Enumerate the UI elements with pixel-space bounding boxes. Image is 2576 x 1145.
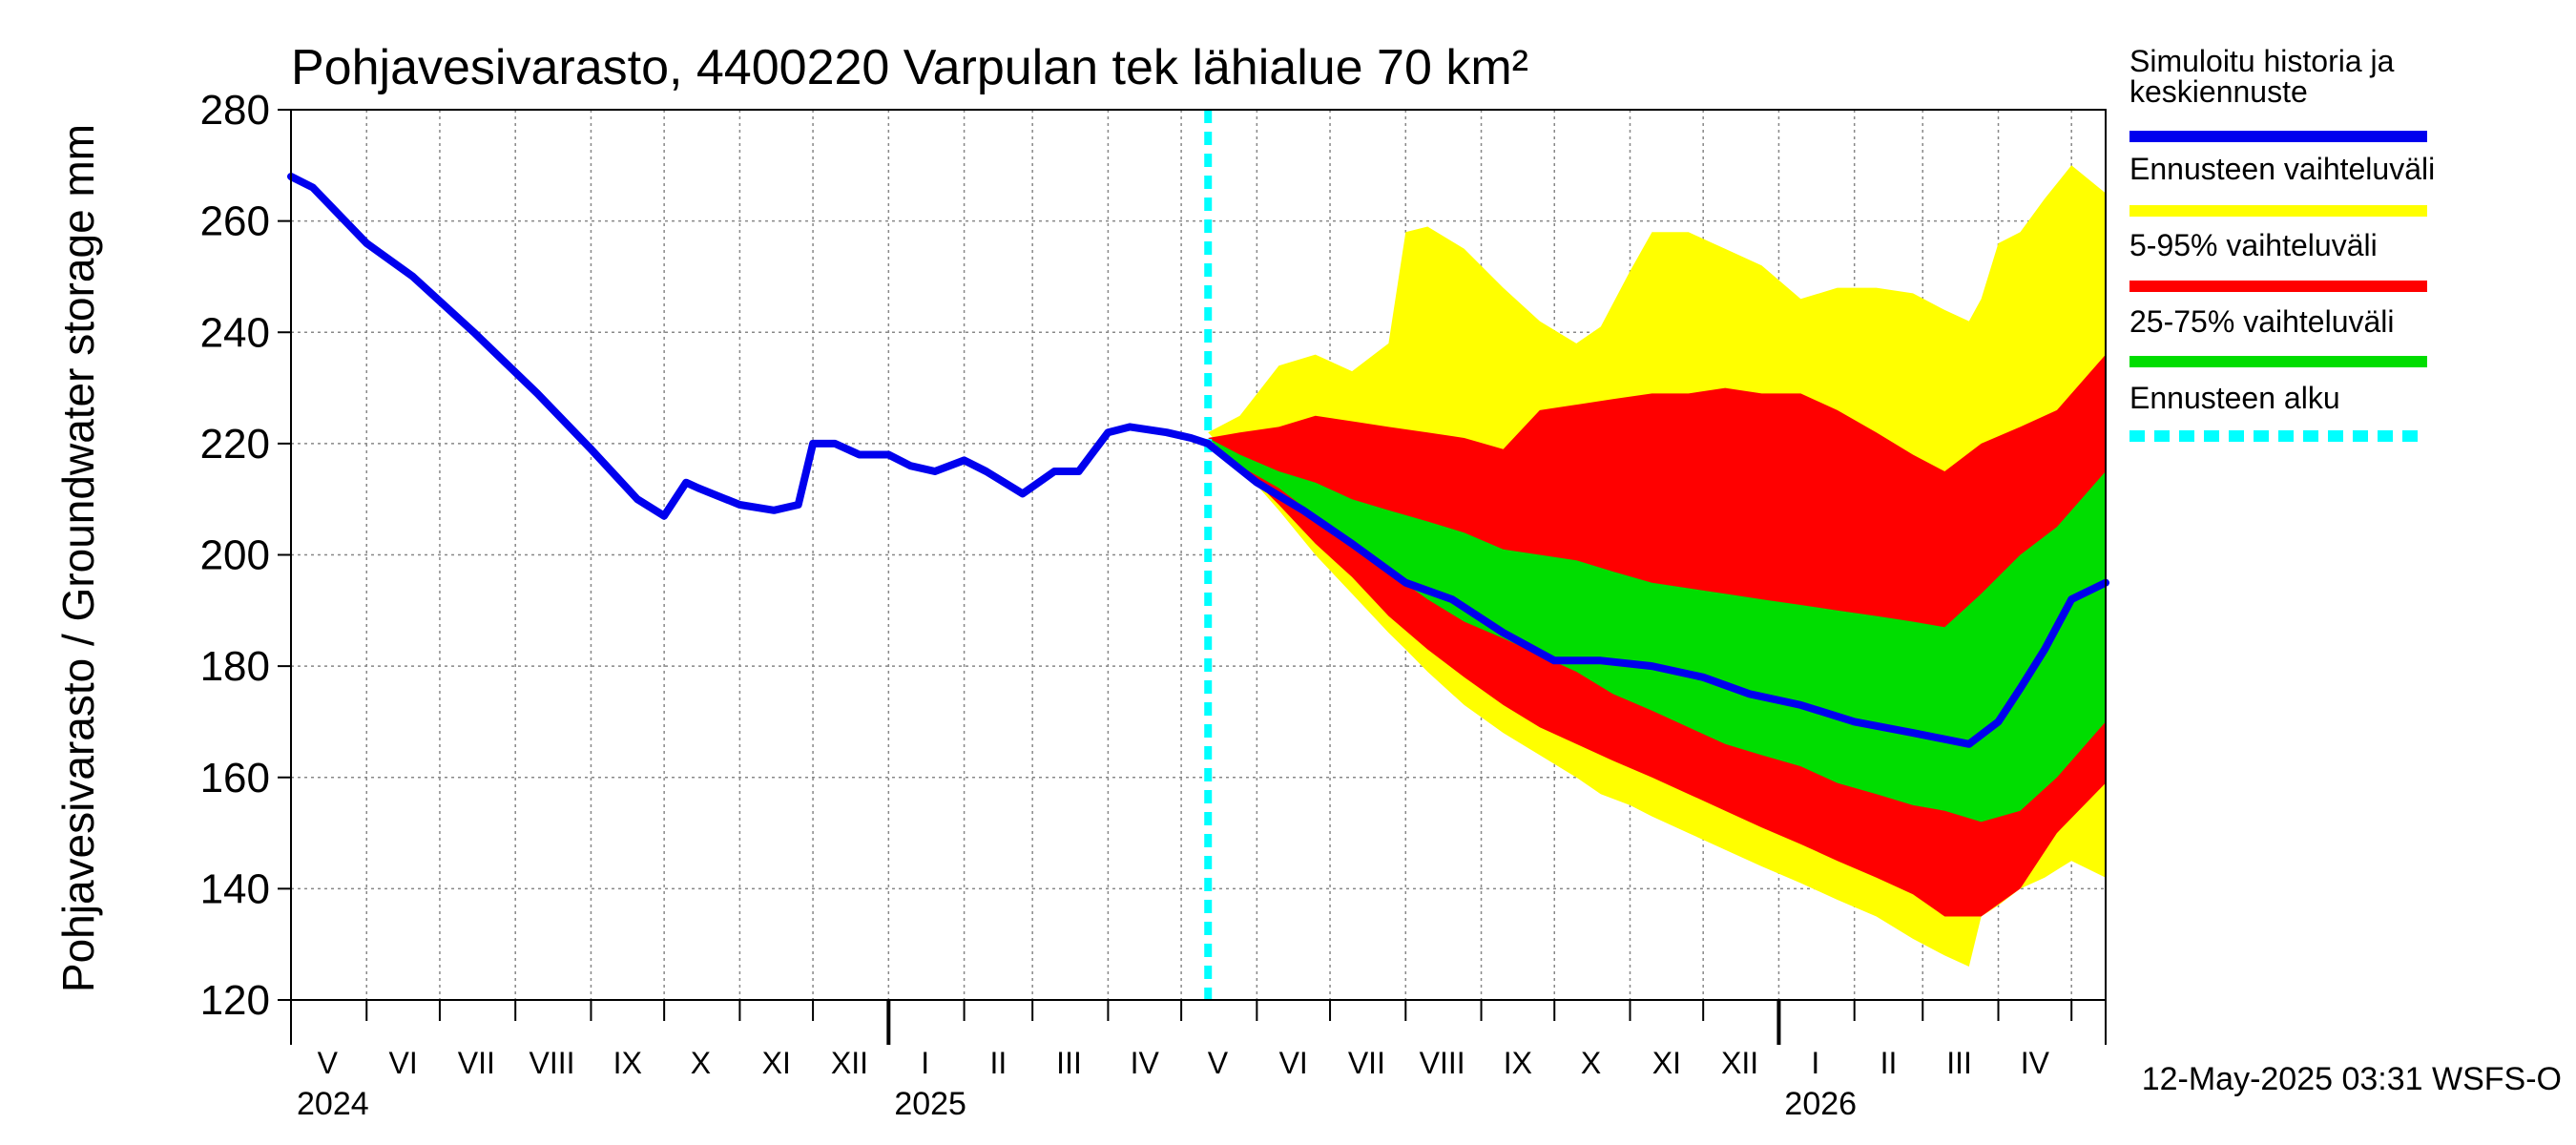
month-label: IX	[1504, 1046, 1532, 1080]
month-label: X	[1581, 1046, 1601, 1080]
month-label: III	[1946, 1046, 1972, 1080]
month-label: IV	[1131, 1046, 1160, 1080]
month-label: XI	[762, 1046, 791, 1080]
month-label: IV	[2021, 1046, 2050, 1080]
month-label: XII	[1721, 1046, 1758, 1080]
year-label: 2024	[297, 1086, 369, 1122]
month-label: X	[691, 1046, 711, 1080]
y-tick-label: 220	[200, 421, 270, 468]
y-tick-label: 180	[200, 643, 270, 690]
y-tick-label: 240	[200, 309, 270, 356]
y-tick-label: 160	[200, 755, 270, 802]
month-label: XI	[1652, 1046, 1681, 1080]
timestamp-footer: 12-May-2025 03:31 WSFS-O	[2142, 1061, 2562, 1097]
month-label: I	[921, 1046, 929, 1080]
y-tick-label: 140	[200, 865, 270, 912]
month-label: XII	[831, 1046, 868, 1080]
y-tick-label: 260	[200, 198, 270, 245]
legend-label: Ennusteen alku	[2129, 381, 2340, 415]
chart-title: Pohjavesivarasto, 4400220 Varpulan tek l…	[291, 40, 1528, 95]
month-label: VIII	[1420, 1046, 1465, 1080]
year-label: 2025	[894, 1086, 966, 1122]
month-label: I	[1811, 1046, 1819, 1080]
legend-label: 25-75% vaihteluväli	[2129, 304, 2395, 339]
month-label: VI	[1279, 1046, 1308, 1080]
month-label: VII	[458, 1046, 495, 1080]
month-label: V	[1208, 1046, 1229, 1080]
y-axis-label: Pohjavesivarasto / Groundwater storage m…	[53, 124, 103, 992]
month-label: VII	[1348, 1046, 1385, 1080]
month-label: III	[1056, 1046, 1082, 1080]
legend-label: Simuloitu historia ja keskiennuste	[2129, 44, 2395, 109]
month-label: VIII	[530, 1046, 575, 1080]
month-label: IX	[613, 1046, 642, 1080]
legend-label: 5-95% vaihteluväli	[2129, 228, 2378, 262]
month-label: II	[1880, 1046, 1898, 1080]
y-tick-label: 280	[200, 87, 270, 134]
year-label: 2026	[1784, 1086, 1857, 1122]
legend: Simuloitu historia ja keskiennuste Ennuste…	[2129, 44, 2435, 442]
plot-frame	[290, 109, 2107, 1001]
month-label: II	[989, 1046, 1007, 1080]
y-tick-label: 120	[200, 977, 270, 1024]
month-label: VI	[388, 1046, 417, 1080]
legend-label: Ennusteen vaihteluväli	[2129, 152, 2435, 186]
month-label: V	[318, 1046, 339, 1080]
y-tick-label: 200	[200, 532, 270, 579]
line-simuloitu-historia-ja-keskiennuste	[287, 173, 2109, 748]
